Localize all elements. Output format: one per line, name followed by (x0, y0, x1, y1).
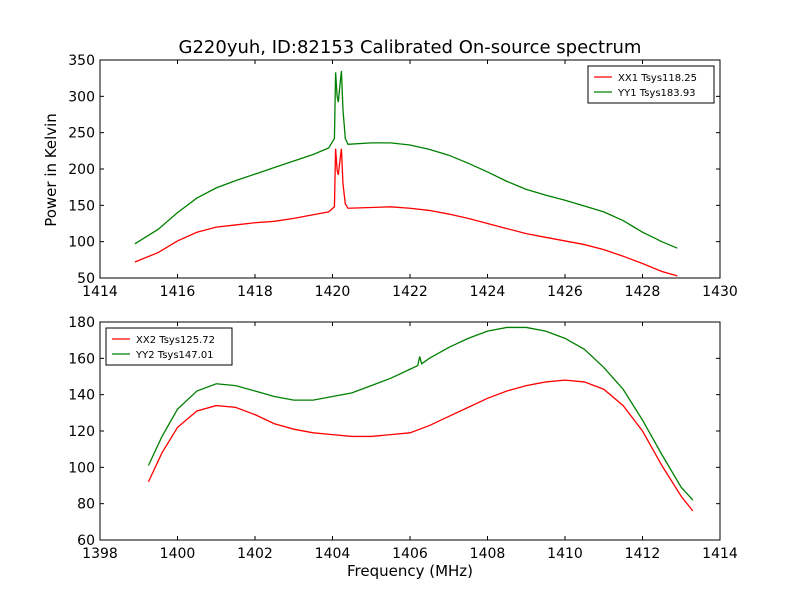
x-tick-label: 1408 (470, 546, 506, 562)
x-tick-label: 1420 (315, 284, 351, 300)
x-tick-label: 1410 (547, 546, 583, 562)
x-tick-label: 1426 (547, 284, 583, 300)
legend-box (587, 65, 715, 104)
y-axis-label-top: Power in Kelvin (42, 113, 60, 227)
y-tick-label: 80 (77, 497, 95, 513)
y-tick-label: 250 (68, 126, 95, 142)
y-tick-label: 50 (77, 271, 95, 287)
x-axis-label-bottom: Frequency (MHz) (347, 562, 473, 580)
x-tick-label: 1414 (82, 284, 118, 300)
x-tick-label: 1412 (625, 546, 661, 562)
series-line-2-1 (147, 379, 694, 512)
y-tick-label: 140 (68, 388, 95, 404)
x-tick-label: 1424 (470, 284, 506, 300)
legend: XX1 Tsys118.25 YY1 Tsys183.93 (587, 65, 715, 104)
y-tick-label: 180 (68, 315, 95, 331)
y-tick-label: 100 (68, 235, 95, 251)
x-tick-label: 1418 (237, 284, 273, 300)
series-line-1-1 (134, 148, 678, 277)
bottom-spectrum-panel: 1398 1400 1402 1404 1406 1408 1410 1412 1414 60 80… (68, 315, 738, 562)
x-tick-label: 1400 (160, 546, 196, 562)
x-tick-label: 1398 (82, 546, 118, 562)
x-tick-label: 1402 (237, 546, 273, 562)
top-spectrum-panel: 1414 1416 1418 1420 1422 1424 1426 1428 1430 50 10… (68, 53, 738, 300)
y-tick-label: 60 (77, 533, 95, 549)
x-tick-label: 1406 (392, 546, 428, 562)
chart-title: G220yuh, ID:82153 Calibrated On-source s… (179, 37, 642, 58)
legend-entry: YY2 Tsys147.01 (135, 350, 214, 361)
x-tick-label: 1428 (625, 284, 661, 300)
legend-entry: XX1 Tsys118.25 (618, 73, 697, 84)
y-tick-label: 160 (68, 351, 95, 367)
y-tick-label: 350 (68, 53, 95, 69)
legend-box (105, 327, 233, 366)
y-tick-label: 150 (68, 198, 95, 214)
x-tick-label: 1430 (702, 284, 738, 300)
x-tick-label: 1404 (315, 546, 351, 562)
y-tick-label: 100 (68, 460, 95, 476)
legend-entry: YY1 Tsys183.93 (617, 88, 696, 99)
legend-entry: XX2 Tsys125.72 (136, 335, 215, 346)
x-tick-label: 1422 (392, 284, 428, 300)
series-line-1-2 (134, 70, 678, 249)
legend: XX2 Tsys125.72 YY2 Tsys147.01 (105, 327, 233, 366)
x-tick-label: 1414 (702, 546, 738, 562)
y-tick-label: 200 (68, 162, 95, 178)
series-line-2-2 (147, 326, 694, 501)
y-tick-label: 120 (68, 424, 95, 440)
x-tick-label: 1416 (160, 284, 196, 300)
y-tick-label: 300 (68, 89, 95, 105)
